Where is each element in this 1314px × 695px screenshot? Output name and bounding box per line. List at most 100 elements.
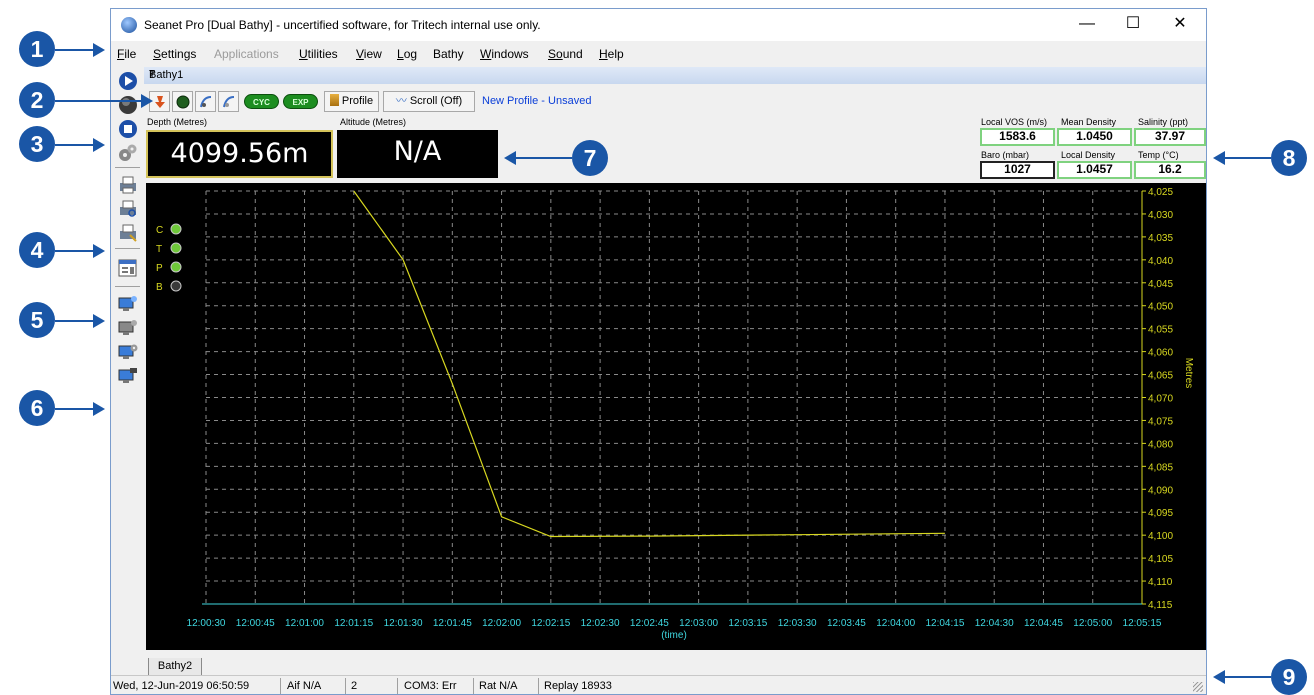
menu-windows-label: indows bbox=[491, 47, 529, 61]
callout-2: 2 bbox=[19, 82, 55, 118]
depth-time-plot[interactable]: 12:00:30 12:00:45 12:01:00 12:01:15 12:01:30… bbox=[146, 183, 1207, 650]
baro-label: Baro (mbar) bbox=[981, 150, 1030, 160]
print-setup-icon[interactable] bbox=[117, 223, 139, 243]
print-preview-icon[interactable] bbox=[117, 199, 139, 219]
status-com: COM3: Err bbox=[404, 680, 457, 692]
profile-button[interactable]: Profile bbox=[324, 91, 379, 112]
temp-value: 16.2 bbox=[1134, 161, 1206, 179]
local-vos-label: Local VOS (m/s) bbox=[981, 117, 1048, 127]
y-tick-label: 4,070 bbox=[1148, 394, 1173, 405]
menu-file[interactable]: File bbox=[117, 47, 136, 61]
stop-icon[interactable] bbox=[117, 119, 139, 139]
y-tick-label: 4,045 bbox=[1148, 279, 1173, 290]
callout-3-arrow bbox=[55, 144, 95, 146]
depth-chart[interactable]: 12:00:30 12:00:45 12:01:00 12:01:15 12:01:30… bbox=[146, 183, 1207, 650]
menu-utilities[interactable]: Utilities bbox=[299, 47, 338, 61]
marker-icon bbox=[154, 96, 165, 108]
y-tick-label: 4,095 bbox=[1148, 508, 1173, 519]
resize-grip-icon[interactable] bbox=[1193, 682, 1203, 692]
callout-6: 6 bbox=[19, 390, 55, 426]
status-separator bbox=[473, 678, 474, 694]
x-tick-label: 12:01:30 bbox=[384, 618, 423, 629]
callout-1: 1 bbox=[19, 31, 55, 67]
x-tick-label: 12:02:30 bbox=[581, 618, 620, 629]
callout-1-arrowhead bbox=[93, 43, 105, 57]
x-tick-label: 12:05:15 bbox=[1123, 618, 1162, 629]
menu-windows[interactable]: Windows bbox=[480, 47, 529, 61]
menu-view[interactable]: View bbox=[356, 47, 382, 61]
mean-density-value: 1.0450 bbox=[1057, 128, 1132, 146]
x-tick-label: 12:04:30 bbox=[975, 618, 1014, 629]
document-title-bar: Bathy1 ₮ bbox=[144, 67, 1206, 84]
y-tick-label: 4,035 bbox=[1148, 233, 1173, 244]
x-tick-label: 12:03:00 bbox=[679, 618, 718, 629]
remote-pc-icon[interactable] bbox=[117, 318, 139, 338]
callout-3: 3 bbox=[19, 126, 55, 162]
menu-applications[interactable]: Applications bbox=[214, 47, 279, 61]
x-axis-title: (time) bbox=[661, 630, 687, 641]
callout-6-arrowhead bbox=[93, 402, 105, 416]
record-icon[interactable] bbox=[117, 95, 139, 115]
status-separator bbox=[345, 678, 346, 694]
menu-settings[interactable]: Settings bbox=[153, 47, 196, 61]
title-bar[interactable]: Seanet Pro [Dual Bathy] - uncertified so… bbox=[111, 9, 1206, 41]
menu-settings-mnemonic: S bbox=[153, 47, 162, 61]
menu-utilities-label: tilities bbox=[307, 47, 338, 61]
x-tick-label: 12:02:00 bbox=[482, 618, 521, 629]
indicator-label: C bbox=[156, 225, 163, 236]
window-layout-icon[interactable] bbox=[117, 258, 139, 278]
scroll-toggle-button[interactable]: 〰 Scroll (Off) bbox=[383, 91, 475, 112]
local-density-label: Local Density bbox=[1061, 150, 1116, 160]
transducer-icon bbox=[199, 96, 211, 108]
menu-sound-mnemonic: So bbox=[548, 47, 563, 61]
y-tick-label: 4,110 bbox=[1148, 577, 1173, 588]
play-icon[interactable] bbox=[117, 71, 139, 91]
y-tick-label: 4,065 bbox=[1148, 371, 1173, 382]
menu-sound[interactable]: Sound bbox=[548, 47, 583, 61]
status-led-button[interactable] bbox=[172, 91, 193, 112]
menu-file-mnemonic: F bbox=[117, 47, 125, 61]
callout-7-arrow bbox=[514, 157, 572, 159]
y-tick-label: 4,100 bbox=[1148, 531, 1173, 542]
y-tick-label: 4,075 bbox=[1148, 416, 1173, 427]
cycle-button[interactable]: CYC bbox=[244, 94, 279, 109]
export-button[interactable]: EXP bbox=[283, 94, 318, 109]
maximize-button[interactable]: ☐ bbox=[1125, 15, 1141, 32]
callout-7: 7 bbox=[572, 140, 608, 176]
scroll-wave-icon: 〰 bbox=[395, 95, 407, 107]
sidebar-separator bbox=[115, 167, 140, 168]
menu-log-label: og bbox=[403, 47, 418, 61]
y-tick-label: 4,050 bbox=[1148, 302, 1173, 313]
close-button[interactable]: ✕ bbox=[1173, 15, 1187, 32]
menu-log[interactable]: Log bbox=[397, 47, 417, 61]
pc-camera-icon[interactable] bbox=[117, 366, 139, 386]
document-title: Bathy1 bbox=[149, 69, 184, 81]
tab-bathy2[interactable]: Bathy2 bbox=[148, 658, 202, 676]
transducer-b-button[interactable] bbox=[218, 91, 239, 112]
y-tick-label: 4,115 bbox=[1148, 600, 1173, 611]
menu-windows-mnemonic: W bbox=[480, 47, 492, 61]
indicator-led-icon bbox=[170, 280, 182, 292]
print-icon[interactable] bbox=[117, 175, 139, 195]
menu-help[interactable]: Help bbox=[599, 47, 624, 61]
callout-8-arrowhead bbox=[1213, 151, 1225, 165]
status-bar: Wed, 12-Jun-2019 06:50:59 Aif N/A 2 COM3… bbox=[111, 675, 1206, 694]
menu-bathy[interactable]: Bathy bbox=[433, 47, 464, 61]
sonar-pc-icon[interactable] bbox=[117, 294, 139, 314]
menu-view-mnemonic: V bbox=[356, 47, 364, 61]
altitude-readout: N/A bbox=[337, 130, 498, 178]
pc-config-icon[interactable] bbox=[117, 342, 139, 362]
y-tick-label: 4,040 bbox=[1148, 256, 1173, 267]
status-aif: Aif N/A bbox=[287, 680, 322, 692]
transducer-a-button[interactable] bbox=[195, 91, 216, 112]
x-tick-label: 12:03:30 bbox=[778, 618, 817, 629]
depth-series-line bbox=[353, 190, 945, 538]
led-green-icon bbox=[176, 95, 189, 109]
settings-gears-icon[interactable] bbox=[117, 143, 139, 163]
minimize-button[interactable]: — bbox=[1079, 15, 1095, 32]
y-tick-label: 4,025 bbox=[1148, 187, 1173, 198]
x-tick-label: 12:02:15 bbox=[531, 618, 570, 629]
menu-sound-label: und bbox=[562, 47, 583, 61]
x-tick-label: 12:00:45 bbox=[236, 618, 275, 629]
pin-icon[interactable]: ₮ bbox=[149, 69, 156, 80]
